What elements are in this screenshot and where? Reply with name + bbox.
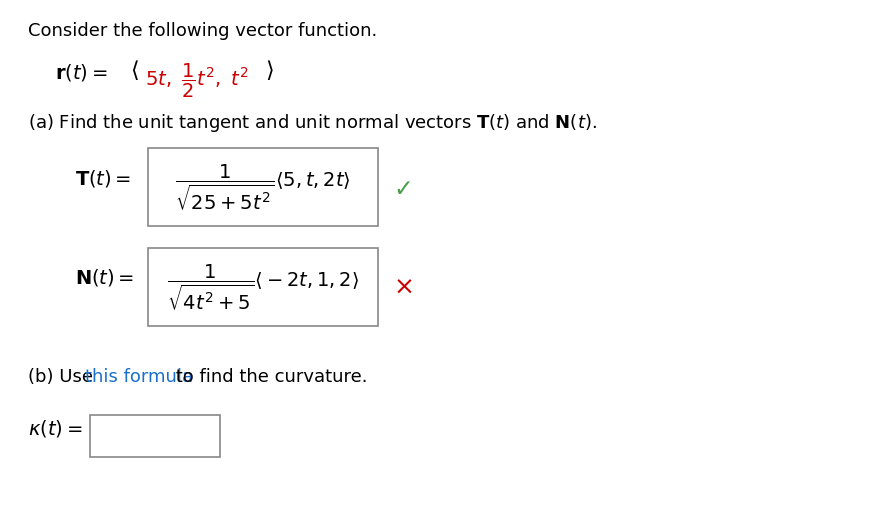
Text: $\left\langle \right.$: $\left\langle \right.$	[130, 58, 139, 82]
Text: (b) Use: (b) Use	[28, 368, 99, 386]
Text: Consider the following vector function.: Consider the following vector function.	[28, 22, 377, 40]
Text: $5t,\ \dfrac{1}{2}t^2,\ t^2$: $5t,\ \dfrac{1}{2}t^2,\ t^2$	[145, 62, 249, 100]
Text: $\dfrac{1}{\sqrt{25 + 5t^2}}\left\langle 5, t, 2t \right\rangle$: $\dfrac{1}{\sqrt{25 + 5t^2}}\left\langle…	[175, 162, 351, 212]
Text: $\mathbf{r}(t) =$: $\mathbf{r}(t) =$	[55, 62, 108, 83]
Text: $\dfrac{1}{\sqrt{4t^2 + 5}}\left\langle -2t, 1, 2 \right\rangle$: $\dfrac{1}{\sqrt{4t^2 + 5}}\left\langle …	[167, 262, 359, 312]
Text: $\left. \right\rangle$: $\left. \right\rangle$	[265, 58, 274, 82]
Text: to find the curvature.: to find the curvature.	[170, 368, 368, 386]
Text: $\mathbf{N}(t) =$: $\mathbf{N}(t) =$	[75, 268, 135, 289]
Text: (a) Find the unit tangent and unit normal vectors $\mathbf{T}(t)$ and $\mathbf{N: (a) Find the unit tangent and unit norma…	[28, 112, 597, 134]
Text: $\checkmark$: $\checkmark$	[393, 175, 410, 199]
Text: this formula: this formula	[85, 368, 194, 386]
Text: $\times$: $\times$	[393, 275, 412, 299]
FancyBboxPatch shape	[148, 148, 378, 226]
FancyBboxPatch shape	[148, 248, 378, 326]
FancyBboxPatch shape	[90, 415, 220, 457]
Text: $\kappa(t) =$: $\kappa(t) =$	[28, 418, 83, 439]
Text: $\mathbf{T}(t) =$: $\mathbf{T}(t) =$	[75, 167, 131, 188]
